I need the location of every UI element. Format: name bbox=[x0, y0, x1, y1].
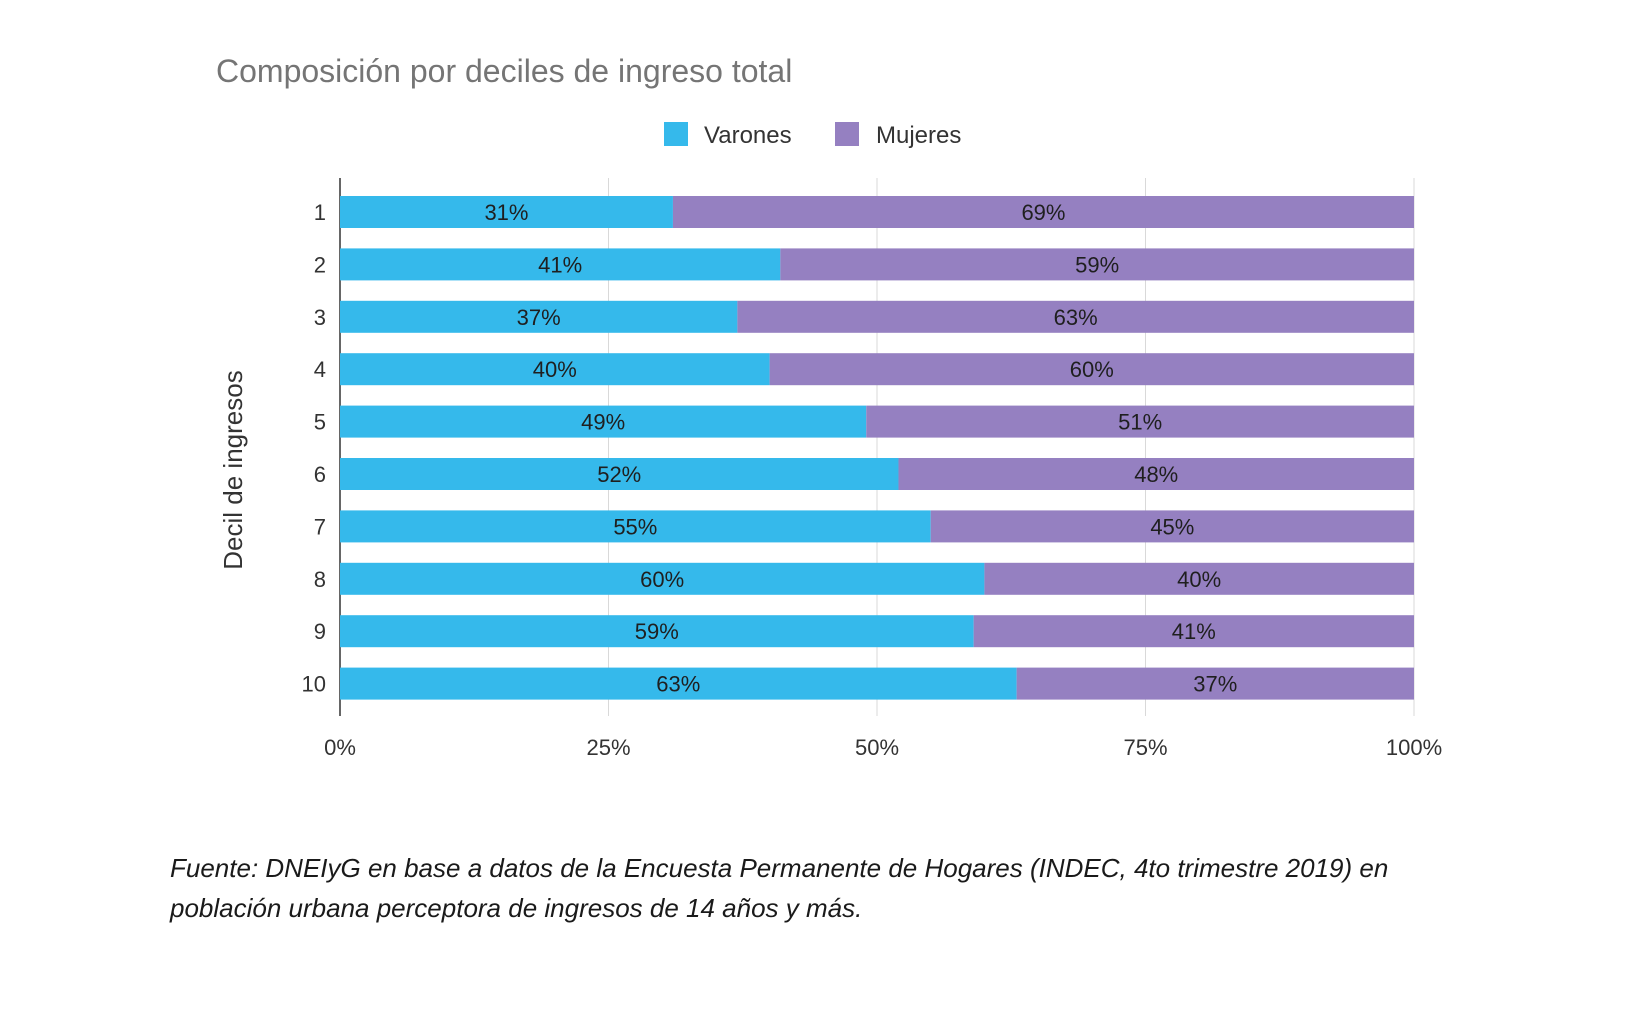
bar-segment-varones bbox=[340, 562, 985, 595]
x-tick-label: 100% bbox=[1386, 735, 1442, 760]
data-label: 40% bbox=[533, 357, 577, 382]
bar-segment-varones bbox=[340, 510, 931, 543]
x-tick-label: 25% bbox=[586, 735, 630, 760]
y-tick-label: 7 bbox=[314, 514, 326, 539]
data-label: 48% bbox=[1134, 462, 1178, 487]
y-tick-label: 4 bbox=[314, 357, 326, 382]
bar-segment-varones bbox=[340, 458, 899, 490]
bar-segment-mujeres bbox=[930, 510, 1414, 543]
bar-segment-mujeres bbox=[672, 196, 1414, 228]
data-label: 59% bbox=[635, 619, 679, 644]
y-tick-label: 2 bbox=[314, 252, 326, 277]
chart-title: Composición por deciles de ingreso total bbox=[216, 53, 792, 89]
data-label: 63% bbox=[1054, 305, 1098, 330]
bar-segment-varones bbox=[340, 615, 974, 648]
bar-segment-varones bbox=[340, 248, 781, 281]
legend-swatch-mujeres bbox=[835, 122, 859, 146]
bars: 31% 69% 41% 59% 37% 63% 40% 60% 49% 51% 52% 48% 55% 4… bbox=[340, 196, 1414, 700]
bar-segment-mujeres bbox=[973, 615, 1414, 648]
data-label: 69% bbox=[1021, 200, 1065, 225]
y-tick-label: 3 bbox=[314, 305, 326, 330]
bar-segment-varones bbox=[340, 300, 738, 333]
data-label: 60% bbox=[1070, 357, 1114, 382]
bar-segment-mujeres bbox=[769, 353, 1414, 386]
legend-swatch-varones bbox=[664, 122, 688, 146]
data-label: 45% bbox=[1150, 514, 1194, 539]
data-label: 31% bbox=[484, 200, 528, 225]
y-tick-label: 10 bbox=[302, 672, 326, 697]
data-label: 41% bbox=[538, 252, 582, 277]
x-tick-label: 75% bbox=[1123, 735, 1167, 760]
y-tick-labels: 1 2 3 4 5 6 7 8 9 10 bbox=[302, 200, 326, 697]
data-label: 40% bbox=[1177, 567, 1221, 592]
data-label: 63% bbox=[656, 672, 700, 697]
data-label: 60% bbox=[640, 567, 684, 592]
stacked-bar-chart: Composición por deciles de ingreso total… bbox=[216, 53, 1442, 760]
data-label: 52% bbox=[597, 462, 641, 487]
y-tick-label: 9 bbox=[314, 619, 326, 644]
data-label: 59% bbox=[1075, 252, 1119, 277]
bar-segment-varones bbox=[340, 667, 1017, 700]
data-label: 49% bbox=[581, 410, 625, 435]
bar-segment-mujeres bbox=[737, 300, 1414, 333]
bar-segment-mujeres bbox=[984, 562, 1414, 595]
bar-segment-varones bbox=[340, 405, 867, 438]
y-tick-label: 1 bbox=[314, 200, 326, 225]
data-label: 51% bbox=[1118, 410, 1162, 435]
source-note: Fuente: DNEIyG en base a datos de la Enc… bbox=[170, 853, 1389, 923]
x-tick-label: 50% bbox=[855, 735, 899, 760]
y-axis-title: Decil de ingresos bbox=[218, 370, 248, 569]
bar-segment-mujeres bbox=[866, 405, 1414, 438]
data-label: 41% bbox=[1172, 619, 1216, 644]
x-tick-label: 0% bbox=[324, 735, 356, 760]
legend-label-varones: Varones bbox=[704, 122, 792, 149]
bar-segment-mujeres bbox=[898, 458, 1414, 490]
data-label: 37% bbox=[1193, 672, 1237, 697]
data-label: 55% bbox=[613, 514, 657, 539]
legend-label-mujeres: Mujeres bbox=[876, 122, 961, 149]
data-label: 37% bbox=[517, 305, 561, 330]
bar-segment-mujeres bbox=[1016, 667, 1414, 700]
y-tick-label: 5 bbox=[314, 410, 326, 435]
y-tick-label: 8 bbox=[314, 567, 326, 592]
legend: Varones Mujeres bbox=[664, 122, 961, 149]
bar-segment-varones bbox=[340, 196, 673, 228]
y-tick-label: 6 bbox=[314, 462, 326, 487]
x-tick-labels: 0% 25% 50% 75% 100% bbox=[324, 735, 1442, 760]
bar-segment-varones bbox=[340, 353, 770, 386]
bar-segment-mujeres bbox=[780, 248, 1414, 281]
